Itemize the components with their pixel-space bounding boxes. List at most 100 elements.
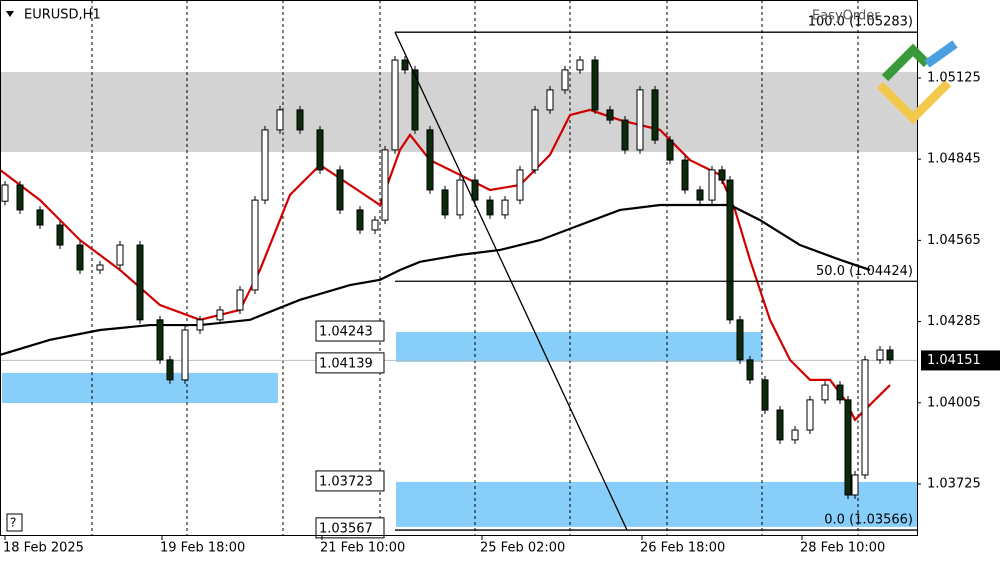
candle [516,169,524,201]
candle [501,199,509,216]
x-tick-label: 28 Feb 10:00 [800,541,885,556]
zone-label-box [315,320,385,342]
plot-frame [0,0,918,536]
panel-label: EasyOrder [812,9,880,24]
zone-label-box [315,352,385,374]
candle [806,399,814,431]
candle [471,179,479,201]
candle [708,169,716,201]
candle [456,179,464,216]
fib-trend [394,31,628,531]
candle [736,319,744,361]
logo [876,40,958,125]
candle [651,89,659,141]
candle [726,179,734,321]
candle [844,399,852,496]
candle [861,359,869,476]
candle [336,169,344,211]
candle [116,244,124,266]
candle [761,379,769,411]
zone [2,372,278,404]
candle [261,129,269,201]
candle [821,384,829,401]
candle [531,109,539,171]
zone-label: 1.03567 [319,521,373,536]
candle [156,319,164,361]
y-tick-label: 1.05125 [927,71,981,86]
last-price-box [921,350,1000,371]
candle [836,384,844,401]
candle [96,264,104,271]
candle [576,59,584,71]
x-tick-label: 21 Feb 10:00 [320,541,405,556]
candle [776,409,784,441]
candle [276,109,284,131]
y-tick-label: 1.04005 [927,395,981,410]
candle [216,309,224,321]
candle [166,359,174,381]
fib-label: 100.0 (1.05283) [808,15,913,30]
zone-label: 1.04139 [319,356,373,371]
candle [136,244,144,321]
candle [391,59,399,151]
candle [441,189,449,216]
candle [316,129,324,171]
zone-label: 1.03723 [319,474,373,489]
zone [396,481,917,527]
candle [371,219,379,231]
x-tick-label: 26 Feb 18:00 [640,541,725,556]
candle [606,109,614,121]
candle [791,429,799,441]
candle [56,224,64,246]
candle [746,359,754,381]
zone-label-box [315,470,385,492]
candle [236,289,244,311]
x-tick-label: 19 Feb 18:00 [160,541,245,556]
candle [411,69,419,131]
zone-label: 1.04243 [319,325,373,340]
symbol: EURUSD,H1 [24,8,101,23]
candle [546,89,554,111]
candle [356,209,364,231]
candle [196,319,204,331]
x-tick-label: 25 Feb 02:00 [480,541,565,556]
zone [0,71,917,152]
candle [718,169,726,181]
candle [426,129,434,191]
y-tick-label: 1.04845 [927,152,981,167]
help-button[interactable] [6,513,23,532]
moving-average [0,203,871,356]
candle [251,199,259,291]
y-tick-label: 1.03725 [927,476,981,491]
candle [36,209,44,226]
candle [636,89,644,151]
candle [486,199,494,216]
candle [76,244,84,271]
symbol-menu[interactable] [6,11,14,17]
zone [396,332,762,362]
fib-label: 0.0 (1.03566) [824,513,913,528]
candle [1,184,9,202]
candle [681,159,689,191]
candle [851,474,859,496]
x-tick-label: 18 Feb 2025 [3,541,84,556]
candle [696,189,704,201]
candle [296,109,304,131]
candle [181,329,189,381]
candle [401,59,409,71]
candle [886,349,894,361]
help-icon: ? [10,516,16,530]
candle [16,184,24,211]
candle [621,119,629,151]
fib-label: 50.0 (1.04424) [816,264,913,279]
y-tick-label: 1.04565 [927,233,981,248]
zone-label-box [315,517,385,539]
candle [876,349,884,361]
candle [561,69,569,91]
candle [666,139,674,161]
candle [381,149,389,221]
candle [591,59,599,111]
last-price-label: 1.04151 [927,353,981,368]
